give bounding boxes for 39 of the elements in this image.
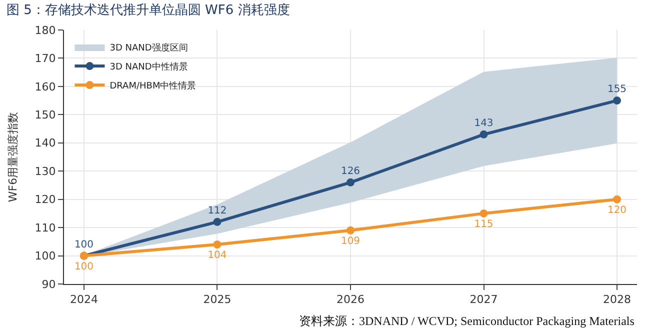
y-axis-title: WF6用量强度指数 xyxy=(6,112,20,202)
y-tick-label: 100 xyxy=(34,250,56,263)
point xyxy=(346,226,354,234)
point xyxy=(613,96,622,105)
point xyxy=(613,195,622,204)
point xyxy=(213,240,222,248)
data-label: 126 xyxy=(340,166,360,177)
point xyxy=(213,218,222,226)
y-tick-label: 140 xyxy=(34,136,56,150)
x-tick-label: 2028 xyxy=(603,293,632,306)
data-label: 155 xyxy=(607,84,627,96)
data-label: 104 xyxy=(208,250,227,261)
data-label: 100 xyxy=(74,261,94,272)
y-tick-label: 130 xyxy=(34,164,56,178)
data-label: 120 xyxy=(607,204,627,216)
y-tick-label: 120 xyxy=(34,193,56,206)
legend-label: DRAM/HBM中性情景 xyxy=(110,80,196,92)
x-tick-label: 2026 xyxy=(336,293,364,306)
x-tick-label: 2024 xyxy=(70,293,98,306)
legend-label: 3D NAND中性情景 xyxy=(110,62,188,73)
data-label: 115 xyxy=(474,218,494,230)
y-tick-label: 170 xyxy=(34,52,56,66)
y-tick-label: 160 xyxy=(34,80,56,94)
data-label: 109 xyxy=(340,236,360,247)
point xyxy=(346,178,354,186)
y-tick-label: 110 xyxy=(34,221,56,234)
y-tick-label: 180 xyxy=(34,24,56,37)
data-label: 100 xyxy=(74,239,94,250)
text: 资料来源：3DNAND / WCVD; Semiconductor Packaging Materials xyxy=(299,314,635,328)
legend-label: 3D NAND强度区间 xyxy=(110,42,188,54)
data-label: 143 xyxy=(474,118,494,129)
y-tick-label: 90 xyxy=(42,278,56,291)
x-tick-label: 2025 xyxy=(203,293,232,306)
point xyxy=(480,130,488,138)
chart-title: 图 5：存储技术迭代推升单位晶圆 WF6 消耗强度 xyxy=(6,2,290,18)
point xyxy=(480,209,488,218)
y-tick-label: 150 xyxy=(34,108,56,122)
data-label: 112 xyxy=(208,205,227,216)
x-tick-label: 2027 xyxy=(470,293,498,306)
